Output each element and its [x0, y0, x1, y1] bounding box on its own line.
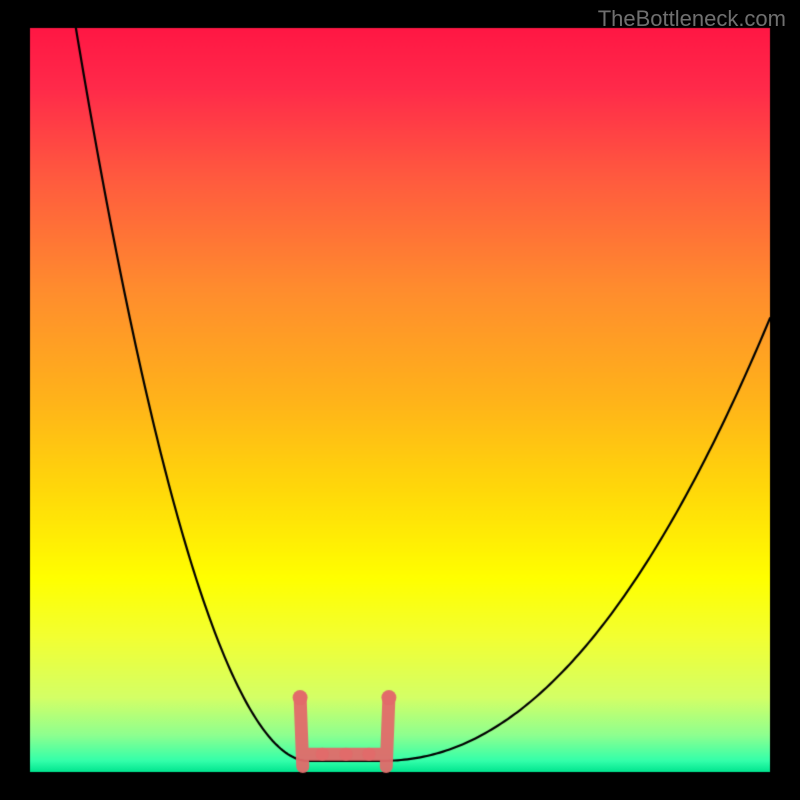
bottleneck-chart [0, 0, 800, 800]
